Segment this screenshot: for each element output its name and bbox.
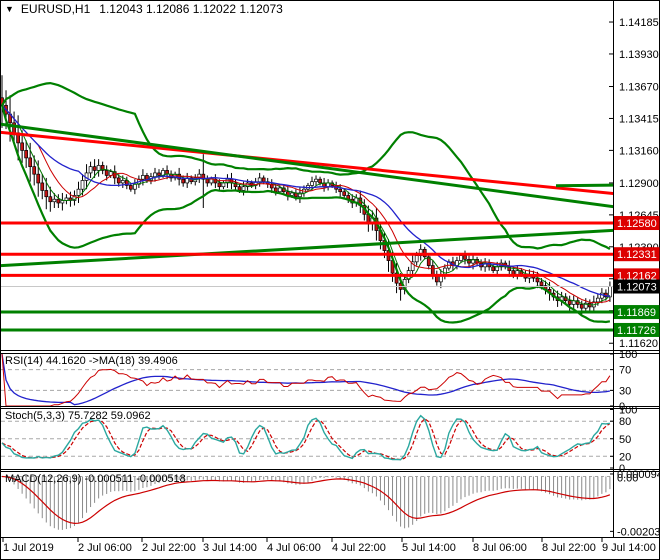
trendlines[interactable]	[0, 122, 660, 268]
svg-text:-0.002039: -0.002039	[617, 526, 660, 538]
svg-text:0: 0	[619, 401, 625, 413]
svg-text:1.13415: 1.13415	[619, 113, 659, 125]
chart-symbol-timeframe: EURUSD,H1	[20, 2, 91, 16]
svg-text:1 Jul 2019: 1 Jul 2019	[3, 542, 54, 554]
svg-text:1.14185: 1.14185	[619, 17, 659, 29]
svg-text:0: 0	[619, 463, 625, 475]
svg-text:4 Jul 22:00: 4 Jul 22:00	[332, 542, 386, 554]
svg-text:8 Jul 22:00: 8 Jul 22:00	[542, 542, 596, 554]
chart-ohlc-quotes: 1.12043 1.12086 1.12022 1.12073	[99, 2, 283, 16]
svg-text:1.13670: 1.13670	[619, 82, 659, 94]
svg-text:2 Jul 06:00: 2 Jul 06:00	[78, 542, 132, 554]
svg-text:1.12162: 1.12162	[617, 270, 657, 282]
svg-text:4 Jul 06:00: 4 Jul 06:00	[267, 542, 321, 554]
svg-text:80: 80	[619, 416, 631, 428]
support-resistance-levels[interactable]	[1, 221, 613, 332]
svg-text:2 Jul 22:00: 2 Jul 22:00	[142, 542, 196, 554]
svg-text:8 Jul 06:00: 8 Jul 06:00	[473, 542, 527, 554]
svg-text:0.00: 0.00	[617, 473, 638, 485]
ma-lines	[1, 104, 611, 306]
time-axis: 1 Jul 2019 2 Jul 06:00 2 Jul 22:00 3 Jul 14…	[2, 538, 656, 554]
macd-panel	[1, 475, 613, 530]
svg-text:1.11726: 1.11726	[617, 325, 656, 337]
svg-text:1.11620: 1.11620	[619, 338, 658, 350]
svg-text:100: 100	[619, 405, 637, 417]
svg-text:30: 30	[619, 385, 631, 397]
svg-text:0.000094: 0.000094	[617, 469, 660, 481]
stochastic-panel	[1, 414, 613, 461]
svg-text:1.11869: 1.11869	[617, 307, 656, 319]
svg-text:1.12900: 1.12900	[619, 178, 659, 190]
svg-text:50: 50	[619, 434, 631, 446]
svg-text:1.13160: 1.13160	[619, 145, 659, 157]
svg-text:1.12073: 1.12073	[617, 282, 657, 294]
stoch-indicator-label: Stoch(5,3,3) 75.7282 59.0962	[5, 410, 151, 422]
svg-text:3 Jul 14:00: 3 Jul 14:00	[203, 542, 257, 554]
svg-text:20: 20	[619, 451, 631, 463]
svg-text:70: 70	[619, 365, 631, 377]
chart-title: ▼ EURUSD,H1 1.12043 1.12086 1.12022 1.1207…	[5, 2, 283, 16]
svg-text:9 Jul 14:00: 9 Jul 14:00	[602, 542, 656, 554]
rsi-panel	[1, 354, 613, 406]
rsi-indicator-label: RSI(14) 44.1620 ->MA(18) 39.4906	[5, 355, 178, 367]
svg-text:1.13930: 1.13930	[619, 49, 659, 61]
macd-indicator-label: MACD(12,26,9) -0.000511 -0.000518	[5, 473, 186, 485]
svg-text:100: 100	[619, 349, 637, 361]
svg-text:5 Jul 14:00: 5 Jul 14:00	[402, 542, 456, 554]
symbol-dropdown-icon[interactable]: ▼	[5, 4, 14, 14]
svg-text:1.12331: 1.12331	[617, 249, 657, 261]
svg-text:1.12580: 1.12580	[617, 218, 657, 230]
